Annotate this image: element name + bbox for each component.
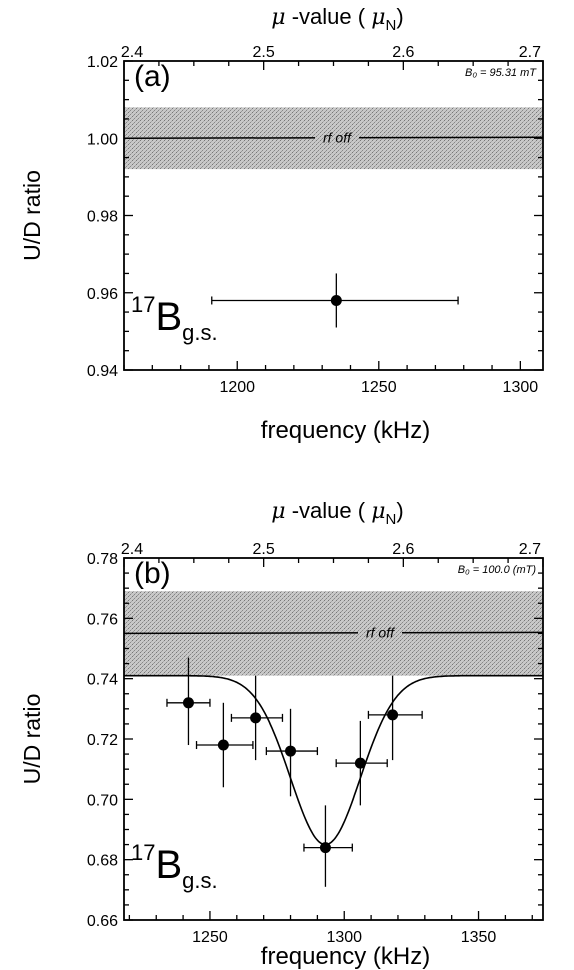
y-tick-label: 1.00	[87, 131, 118, 148]
top-axis-symbol: μ	[271, 499, 285, 524]
y-tick-label: 0.96	[87, 286, 118, 303]
x-tick-label: 1200	[219, 379, 255, 396]
data-point-group	[211, 273, 459, 328]
panel-b: rf off 1250 1300 1350 0.66 0.68 0.70 0.72 0.74 0.…	[19, 498, 544, 970]
data-point-group	[230, 675, 284, 761]
data-point	[354, 757, 366, 769]
data-point-group	[335, 720, 388, 806]
data-point	[319, 842, 331, 854]
reference-label-bg	[358, 624, 402, 641]
data-point-group	[166, 657, 211, 746]
data-point	[387, 709, 399, 721]
top-tick-label: 2.5	[253, 44, 275, 61]
field-annotation: B₀ = 100.0 (mT)	[458, 564, 537, 576]
top-axis-title-close: )	[396, 4, 403, 29]
y-tick-label: 0.74	[87, 672, 118, 689]
data-point	[182, 697, 194, 709]
top-tick-label: 2.6	[392, 44, 414, 61]
fit-curve	[124, 674, 543, 846]
data-point	[285, 745, 297, 757]
isotope-state: g.s.	[182, 320, 217, 345]
top-tick-label: 2.7	[519, 44, 541, 61]
top-axis-unit-subscript: N	[386, 511, 397, 528]
x-tick-label: 1250	[192, 929, 228, 946]
top-axis-title-text: -value (	[286, 4, 372, 29]
reference-label: rf off	[323, 129, 353, 145]
data-point	[217, 739, 229, 751]
top-tick-label: 2.4	[121, 541, 143, 558]
top-axis-title: μ -value ( μN)	[271, 4, 403, 34]
x-tick-label: 1300	[503, 379, 539, 396]
isotope-mass: 17	[131, 292, 155, 317]
isotope-element: B	[155, 843, 182, 887]
data-point-group	[195, 702, 254, 788]
data-point	[330, 294, 342, 306]
y-tick-label: 0.76	[87, 611, 118, 628]
top-axis-title-text: -value (	[286, 498, 372, 523]
top-axis-symbol: μ	[271, 5, 285, 30]
panel-label: (a)	[134, 60, 171, 93]
x-tick-label: 1350	[461, 929, 497, 946]
top-axis-unit-subscript: N	[386, 17, 397, 34]
y-axis-title: U/D ratio	[19, 170, 45, 261]
field-annotation: B₀ = 95.31 mT	[465, 67, 537, 79]
reference-label: rf off	[366, 624, 396, 640]
isotope-label: 17Bg.s.	[131, 840, 218, 893]
reference-line	[123, 631, 544, 635]
top-tick-label: 2.5	[253, 541, 275, 558]
y-tick-label: 1.02	[87, 54, 118, 71]
top-axis-title-close: )	[396, 498, 403, 523]
y-tick-label: 0.94	[87, 363, 118, 380]
top-axis-title: μ -value ( μN)	[271, 498, 403, 528]
y-axis-title: U/D ratio	[19, 694, 45, 785]
y-tick-label: 0.66	[87, 913, 118, 930]
y-tick-label: 0.98	[87, 209, 118, 226]
y-tick-label: 0.68	[87, 853, 118, 870]
x-tick-label: 1300	[326, 929, 362, 946]
top-axis-unit-symbol: μ	[371, 5, 385, 30]
isotope-element: B	[155, 295, 182, 339]
y-tick-label: 0.70	[87, 792, 118, 809]
x-tick-label: 1250	[361, 379, 397, 396]
data-point	[250, 712, 262, 724]
panel-label: (b)	[134, 557, 171, 590]
y-tick-label: 0.72	[87, 732, 118, 749]
data-point-group	[303, 805, 353, 887]
x-axis-title: frequency (kHz)	[261, 943, 430, 970]
top-tick-label: 2.7	[519, 541, 541, 558]
data-point-group	[265, 708, 319, 797]
top-tick-label: 2.6	[392, 541, 414, 558]
top-axis-unit-symbol: μ	[371, 499, 385, 524]
isotope-state: g.s.	[182, 868, 217, 893]
data-point-group	[367, 675, 423, 761]
reference-label-bg	[315, 129, 359, 146]
x-axis-title: frequency (kHz)	[261, 417, 430, 444]
isotope-mass: 17	[131, 840, 155, 865]
isotope-label: 17Bg.s.	[131, 292, 218, 345]
y-tick-label: 0.78	[87, 551, 118, 568]
top-tick-label: 2.4	[121, 44, 143, 61]
